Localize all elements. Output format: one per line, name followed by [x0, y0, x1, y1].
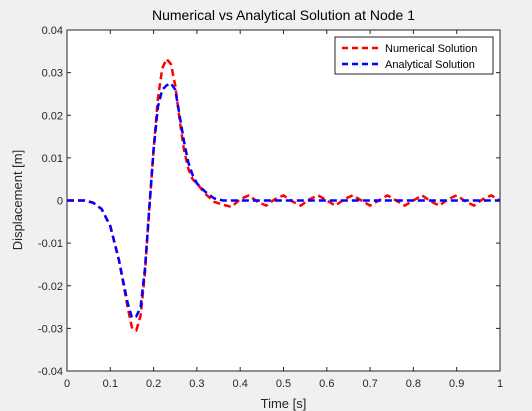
x-axis: 0 0.1 0.2 0.3 0.4 0.5 0.6 0.7 0.8 0.9 1 — [64, 30, 503, 390]
x-tick-label: 0.3 — [189, 378, 204, 390]
chart-title: Numerical vs Analytical Solution at Node… — [152, 7, 415, 23]
x-axis-label: Time [s] — [261, 396, 307, 411]
legend-box — [334, 36, 494, 75]
legend-label-analytical: Analytical Solution — [385, 59, 475, 71]
x-tick-label: 0.1 — [103, 378, 118, 390]
y-axis-label: Displacement [m] — [10, 150, 25, 250]
y-tick-label: -0.01 — [38, 238, 63, 250]
y-tick-label: 0.04 — [42, 25, 63, 37]
x-tick-label: 0.8 — [406, 378, 421, 390]
y-tick-label: 0 — [57, 196, 63, 208]
x-tick-label: 0 — [64, 378, 70, 390]
x-tick-label: 0.6 — [319, 378, 334, 390]
y-tick-label: -0.04 — [38, 366, 63, 378]
y-tick-label: 0.03 — [42, 68, 63, 80]
legend: Numerical Solution Analytical Solution — [334, 36, 494, 75]
x-tick-label: 0.9 — [449, 378, 464, 390]
x-tick-label: 1 — [497, 378, 503, 390]
series-layer — [67, 57, 501, 332]
x-tick-label: 0.2 — [146, 378, 161, 390]
y-tick-label: 0.02 — [42, 110, 63, 122]
plot-area — [67, 30, 500, 371]
series-line-analytical — [67, 82, 500, 319]
y-tick-label: 0.01 — [42, 153, 63, 165]
plot-frame — [66, 29, 501, 372]
x-tick-label: 0.7 — [362, 378, 377, 390]
y-tick-label: -0.02 — [38, 281, 63, 293]
x-tick-label: 0.5 — [276, 378, 291, 390]
y-axis: -0.04 -0.03 -0.02 -0.01 0 0.01 0.02 0.03 0.04 — [38, 25, 500, 378]
y-tick-label: -0.03 — [38, 323, 63, 335]
x-tick-label: 0.4 — [233, 378, 248, 390]
legend-label-numerical: Numerical Solution — [385, 43, 477, 55]
